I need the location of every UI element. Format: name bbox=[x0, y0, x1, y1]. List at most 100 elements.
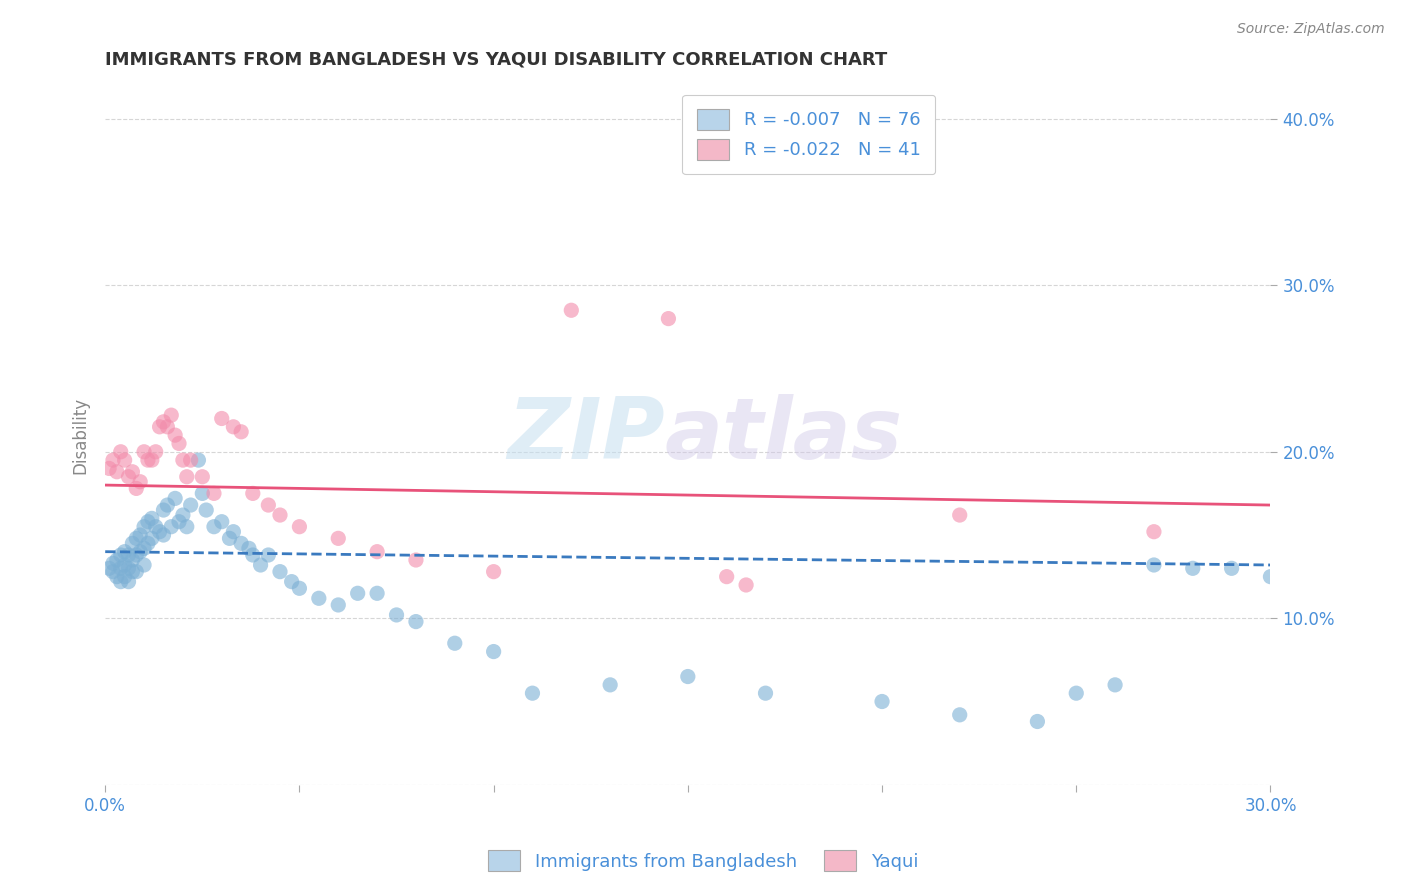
Point bbox=[249, 558, 271, 572]
Point bbox=[176, 519, 198, 533]
Text: Source: ZipAtlas.com: Source: ZipAtlas.com bbox=[1237, 22, 1385, 37]
Point bbox=[110, 561, 132, 575]
Point bbox=[280, 574, 302, 589]
Point bbox=[98, 561, 121, 575]
Point bbox=[132, 541, 155, 556]
Point bbox=[405, 553, 427, 567]
Point bbox=[132, 558, 155, 572]
Point bbox=[152, 528, 174, 542]
Point bbox=[328, 532, 350, 546]
Point bbox=[149, 524, 172, 539]
Point bbox=[156, 419, 179, 434]
Point bbox=[165, 491, 187, 506]
Point bbox=[160, 408, 183, 422]
Point bbox=[117, 561, 139, 575]
Point bbox=[1181, 561, 1204, 575]
Point bbox=[657, 311, 679, 326]
Point bbox=[231, 536, 253, 550]
Point bbox=[105, 465, 128, 479]
Point bbox=[176, 469, 198, 483]
Legend: Immigrants from Bangladesh, Yaqui: Immigrants from Bangladesh, Yaqui bbox=[481, 843, 925, 879]
Point bbox=[257, 498, 280, 512]
Point bbox=[218, 532, 240, 546]
Point bbox=[105, 553, 128, 567]
Point bbox=[136, 453, 159, 467]
Point bbox=[125, 532, 148, 546]
Point bbox=[114, 453, 136, 467]
Point bbox=[1104, 678, 1126, 692]
Point bbox=[136, 515, 159, 529]
Point bbox=[125, 482, 148, 496]
Y-axis label: Disability: Disability bbox=[72, 397, 89, 474]
Point bbox=[735, 578, 758, 592]
Point bbox=[346, 586, 368, 600]
Point bbox=[1064, 686, 1087, 700]
Point bbox=[328, 598, 350, 612]
Point bbox=[132, 444, 155, 458]
Point bbox=[141, 532, 163, 546]
Point bbox=[110, 574, 132, 589]
Point bbox=[180, 453, 202, 467]
Point bbox=[599, 678, 621, 692]
Point bbox=[101, 557, 124, 571]
Point bbox=[125, 565, 148, 579]
Text: ZIP: ZIP bbox=[508, 393, 665, 476]
Point bbox=[1143, 524, 1166, 539]
Point bbox=[145, 444, 167, 458]
Point bbox=[949, 508, 972, 522]
Point bbox=[98, 461, 121, 475]
Point bbox=[242, 486, 264, 500]
Point bbox=[257, 548, 280, 562]
Point bbox=[105, 569, 128, 583]
Point bbox=[152, 503, 174, 517]
Point bbox=[231, 425, 253, 439]
Point bbox=[141, 511, 163, 525]
Point bbox=[366, 586, 388, 600]
Point bbox=[288, 519, 311, 533]
Point bbox=[949, 707, 972, 722]
Point bbox=[269, 565, 291, 579]
Point bbox=[156, 498, 179, 512]
Point bbox=[366, 544, 388, 558]
Point bbox=[167, 515, 190, 529]
Point bbox=[211, 411, 233, 425]
Point bbox=[114, 569, 136, 583]
Point bbox=[222, 524, 245, 539]
Point bbox=[191, 486, 214, 500]
Point bbox=[870, 694, 893, 708]
Point bbox=[1026, 714, 1049, 729]
Point bbox=[145, 519, 167, 533]
Point bbox=[180, 498, 202, 512]
Point bbox=[211, 515, 233, 529]
Point bbox=[560, 303, 582, 318]
Point bbox=[136, 536, 159, 550]
Point bbox=[191, 469, 214, 483]
Point bbox=[129, 475, 152, 489]
Text: IMMIGRANTS FROM BANGLADESH VS YAQUI DISABILITY CORRELATION CHART: IMMIGRANTS FROM BANGLADESH VS YAQUI DISA… bbox=[105, 51, 887, 69]
Point bbox=[1220, 561, 1243, 575]
Point bbox=[125, 548, 148, 562]
Point bbox=[202, 486, 225, 500]
Point bbox=[101, 453, 124, 467]
Point bbox=[1260, 569, 1282, 583]
Point bbox=[754, 686, 776, 700]
Point bbox=[160, 519, 183, 533]
Point bbox=[242, 548, 264, 562]
Point bbox=[101, 565, 124, 579]
Point bbox=[405, 615, 427, 629]
Point bbox=[172, 453, 194, 467]
Point bbox=[117, 548, 139, 562]
Point bbox=[385, 607, 408, 622]
Point bbox=[117, 574, 139, 589]
Point bbox=[165, 428, 187, 442]
Point bbox=[152, 415, 174, 429]
Point bbox=[288, 582, 311, 596]
Point bbox=[269, 508, 291, 522]
Point bbox=[195, 503, 218, 517]
Point bbox=[114, 544, 136, 558]
Point bbox=[117, 469, 139, 483]
Point bbox=[676, 669, 699, 683]
Point bbox=[121, 565, 143, 579]
Point bbox=[482, 644, 505, 658]
Legend: R = -0.007   N = 76, R = -0.022   N = 41: R = -0.007 N = 76, R = -0.022 N = 41 bbox=[682, 95, 935, 174]
